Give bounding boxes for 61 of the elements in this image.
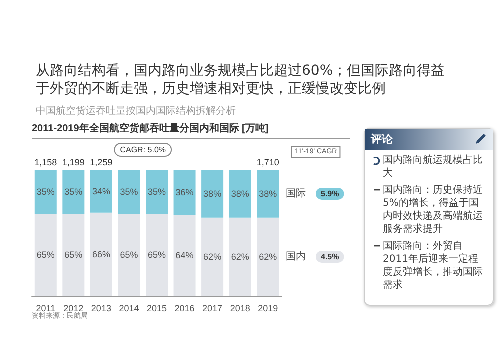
data-label: 35% <box>64 187 83 198</box>
bar <box>174 170 196 216</box>
bar <box>257 170 280 218</box>
text: 2011-2019年全国航空货邮吞吐量分国内和国际 [万吨] <box>32 122 269 134</box>
x-tick-label: 2019 <box>258 304 278 314</box>
data-label: 62% <box>259 252 278 262</box>
data-label: 35% <box>120 187 138 198</box>
x-tick-label: 2012 <box>64 304 84 314</box>
text: 5.9% <box>320 189 340 198</box>
data-label: 38% <box>259 188 278 199</box>
data-label: 36% <box>176 188 194 198</box>
bar <box>62 170 85 214</box>
x-tick-label: 2018 <box>230 304 250 314</box>
data-label: 65% <box>120 250 138 260</box>
data-label: 34% <box>92 186 110 196</box>
bar <box>118 170 140 214</box>
data-label: 65% <box>36 250 55 260</box>
x-tick-label: 2015 <box>146 304 168 314</box>
x-tick-label: 2014 <box>119 304 140 314</box>
bar <box>146 170 168 214</box>
annotation: 1,199 <box>62 158 85 168</box>
legend-label: 国际 <box>286 188 306 200</box>
bar <box>118 214 140 296</box>
data-label: 64% <box>176 250 194 261</box>
data-label: 66% <box>92 249 110 260</box>
data-label: 62% <box>204 252 222 262</box>
data-label: 62% <box>231 252 250 262</box>
bar <box>229 170 252 218</box>
bar <box>202 218 224 296</box>
data-label: 65% <box>64 250 83 260</box>
bar <box>146 214 168 296</box>
text: 国际路向：外贸自2011年后迎来一定程度反弹增长，推动国际需求 <box>382 240 484 292</box>
bar <box>90 212 112 296</box>
data-label: 65% <box>148 250 166 260</box>
bar <box>90 170 112 213</box>
bar <box>202 170 224 218</box>
data-label: 38% <box>204 188 222 199</box>
bar <box>34 170 57 214</box>
x-tick-label: 2011 <box>36 304 56 314</box>
annotation: 1,158 <box>34 158 58 168</box>
text: 4.5% <box>320 252 340 262</box>
data-label: 35% <box>148 187 166 198</box>
bar <box>62 214 85 296</box>
x-tick-label: 2017 <box>202 304 223 314</box>
bar <box>174 215 196 296</box>
chart-title: 从路向结构看，国内路向业务规模占比超过60%；但国际路向得益于外贸的不断走强，历史增速相对更快，正缓慢改变比例 <box>36 62 446 98</box>
annotation: 1,710 <box>256 158 280 168</box>
bar <box>229 218 252 296</box>
annotation: 1,259 <box>90 158 113 168</box>
text: 评论 <box>365 129 493 150</box>
legend-label: 国内 <box>286 250 306 262</box>
bar <box>34 214 57 296</box>
x-tick-label: 2013 <box>91 304 112 314</box>
chart-subtitle: 中国航空货运吞吐量按国内国际结构拆解分析 <box>36 104 236 118</box>
bar <box>257 218 280 296</box>
text: CAGR: 5.0% <box>120 146 166 154</box>
data-label: 35% <box>36 187 55 198</box>
text: 国内路向航运规模占比大 <box>382 154 484 180</box>
text: 国内路向：历史保持近5%的增长，得益于国内时效快递及高端航运服务需求提升 <box>382 184 484 236</box>
x-tick-label: 2016 <box>174 304 195 314</box>
data-label: 38% <box>231 188 250 199</box>
